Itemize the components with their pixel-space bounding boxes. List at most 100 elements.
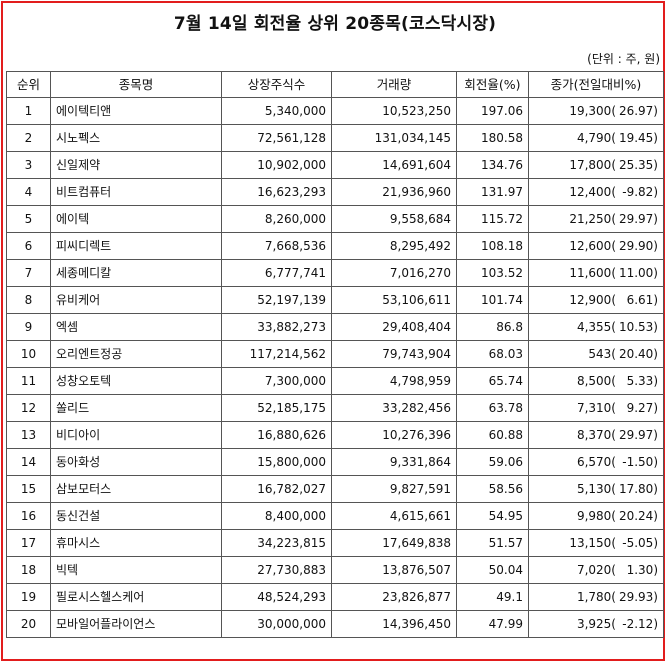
volume-cell: 29,408,404: [331, 313, 457, 341]
shares-cell: 117,214,562: [221, 340, 332, 368]
closing-price: 8,370(: [576, 428, 616, 442]
price-cell: 5,130(17.80): [528, 475, 664, 503]
volume-cell: 10,523,250: [331, 97, 457, 125]
turnover-cell: 108.18: [456, 232, 529, 260]
price-cell: 3,925(-2.12): [528, 610, 664, 638]
volume-cell: 9,827,591: [331, 475, 457, 503]
rank-cell: 7: [6, 259, 51, 287]
change-percent: 20.24): [618, 509, 658, 523]
shares-cell: 6,777,741: [221, 259, 332, 287]
shares-cell: 7,668,536: [221, 232, 332, 260]
volume-cell: 4,615,661: [331, 502, 457, 530]
table-row: 6 피씨디렉트 7,668,536 8,295,492 108.18 12,600(29.…: [6, 232, 664, 260]
name-cell: 성창오토텍: [50, 367, 222, 395]
price-cell: 12,400(-9.82): [528, 178, 664, 206]
price-cell: 12,600(29.90): [528, 232, 664, 260]
closing-price: 4,355(: [576, 320, 616, 334]
header-volume: 거래량: [331, 71, 457, 98]
turnover-cell: 103.52: [456, 259, 529, 287]
turnover-table: 순위 종목명 상장주식수 거래량 회전율(%) 종가(전일대비%) 1 에이텍티앤…: [6, 71, 664, 638]
rank-cell: 16: [6, 502, 51, 530]
rank-cell: 8: [6, 286, 51, 314]
table-row: 7 세종메디칼 6,777,741 7,016,270 103.52 11,600(11.…: [6, 259, 664, 287]
closing-price: 9,980(: [576, 509, 616, 523]
turnover-cell: 51.57: [456, 529, 529, 557]
table-row: 1 에이텍티앤 5,340,000 10,523,250 197.06 19,300(26…: [6, 97, 664, 125]
change-percent: 17.80): [618, 482, 658, 496]
table-row: 12 쏠리드 52,185,175 33,282,456 63.78 7,310(9.27…: [6, 394, 664, 422]
change-percent: 5.33): [626, 374, 658, 388]
rank-cell: 12: [6, 394, 51, 422]
table-row: 17 휴마시스 34,223,815 17,649,838 51.57 13,150(-5…: [6, 529, 664, 557]
change-percent: -2.12): [622, 617, 658, 631]
shares-cell: 5,340,000: [221, 97, 332, 125]
volume-cell: 17,649,838: [331, 529, 457, 557]
rank-cell: 19: [6, 583, 51, 611]
volume-cell: 131,034,145: [331, 124, 457, 152]
change-percent: 1.30): [626, 563, 658, 577]
change-percent: -5.05): [622, 536, 658, 550]
turnover-cell: 131.97: [456, 178, 529, 206]
name-cell: 모바일어플라이언스: [50, 610, 222, 638]
price-cell: 6,570(-1.50): [528, 448, 664, 476]
name-cell: 피씨디렉트: [50, 232, 222, 260]
closing-price: 6,570(: [576, 455, 616, 469]
header-price: 종가(전일대비%): [528, 71, 664, 98]
table-row: 19 필로시스헬스케어 48,524,293 23,826,877 49.1 1,780(…: [6, 583, 664, 611]
shares-cell: 52,197,139: [221, 286, 332, 314]
name-cell: 신일제약: [50, 151, 222, 179]
price-cell: 8,500(5.33): [528, 367, 664, 395]
price-cell: 12,900(6.61): [528, 286, 664, 314]
turnover-cell: 68.03: [456, 340, 529, 368]
volume-cell: 14,691,604: [331, 151, 457, 179]
shares-cell: 16,880,626: [221, 421, 332, 449]
volume-cell: 8,295,492: [331, 232, 457, 260]
closing-price: 13,150(: [569, 536, 616, 550]
turnover-cell: 197.06: [456, 97, 529, 125]
price-cell: 7,310(9.27): [528, 394, 664, 422]
rank-cell: 17: [6, 529, 51, 557]
name-cell: 시노펙스: [50, 124, 222, 152]
table-row: 15 삼보모터스 16,782,027 9,827,591 58.56 5,130(17.…: [6, 475, 664, 503]
rank-cell: 11: [6, 367, 51, 395]
turnover-cell: 50.04: [456, 556, 529, 584]
turnover-cell: 115.72: [456, 205, 529, 233]
change-percent: 25.35): [618, 158, 658, 172]
price-cell: 8,370(29.97): [528, 421, 664, 449]
turnover-cell: 134.76: [456, 151, 529, 179]
price-cell: 19,300(26.97): [528, 97, 664, 125]
rank-cell: 13: [6, 421, 51, 449]
table-row: 4 비트컴퓨터 16,623,293 21,936,960 131.97 12,400(-…: [6, 178, 664, 206]
volume-cell: 33,282,456: [331, 394, 457, 422]
table-row: 11 성창오토텍 7,300,000 4,798,959 65.74 8,500(5.33…: [6, 367, 664, 395]
closing-price: 12,900(: [569, 293, 616, 307]
header-rank: 순위: [6, 71, 51, 98]
volume-cell: 7,016,270: [331, 259, 457, 287]
turnover-cell: 63.78: [456, 394, 529, 422]
name-cell: 빅텍: [50, 556, 222, 584]
change-percent: 19.45): [618, 131, 658, 145]
closing-price: 11,600(: [569, 266, 616, 280]
volume-cell: 9,331,864: [331, 448, 457, 476]
turnover-cell: 58.56: [456, 475, 529, 503]
price-cell: 17,800(25.35): [528, 151, 664, 179]
price-cell: 1,780(29.93): [528, 583, 664, 611]
name-cell: 동신건설: [50, 502, 222, 530]
price-cell: 4,355(10.53): [528, 313, 664, 341]
name-cell: 삼보모터스: [50, 475, 222, 503]
name-cell: 비트컴퓨터: [50, 178, 222, 206]
price-cell: 11,600(11.00): [528, 259, 664, 287]
price-cell: 7,020(1.30): [528, 556, 664, 584]
turnover-cell: 54.95: [456, 502, 529, 530]
shares-cell: 33,882,273: [221, 313, 332, 341]
closing-price: 4,790(: [576, 131, 616, 145]
price-cell: 13,150( -5.05): [528, 529, 664, 557]
name-cell: 쏠리드: [50, 394, 222, 422]
shares-cell: 27,730,883: [221, 556, 332, 584]
shares-cell: 8,260,000: [221, 205, 332, 233]
shares-cell: 72,561,128: [221, 124, 332, 152]
closing-price: 543(: [588, 347, 616, 361]
turnover-cell: 60.88: [456, 421, 529, 449]
name-cell: 에이텍: [50, 205, 222, 233]
shares-cell: 48,524,293: [221, 583, 332, 611]
